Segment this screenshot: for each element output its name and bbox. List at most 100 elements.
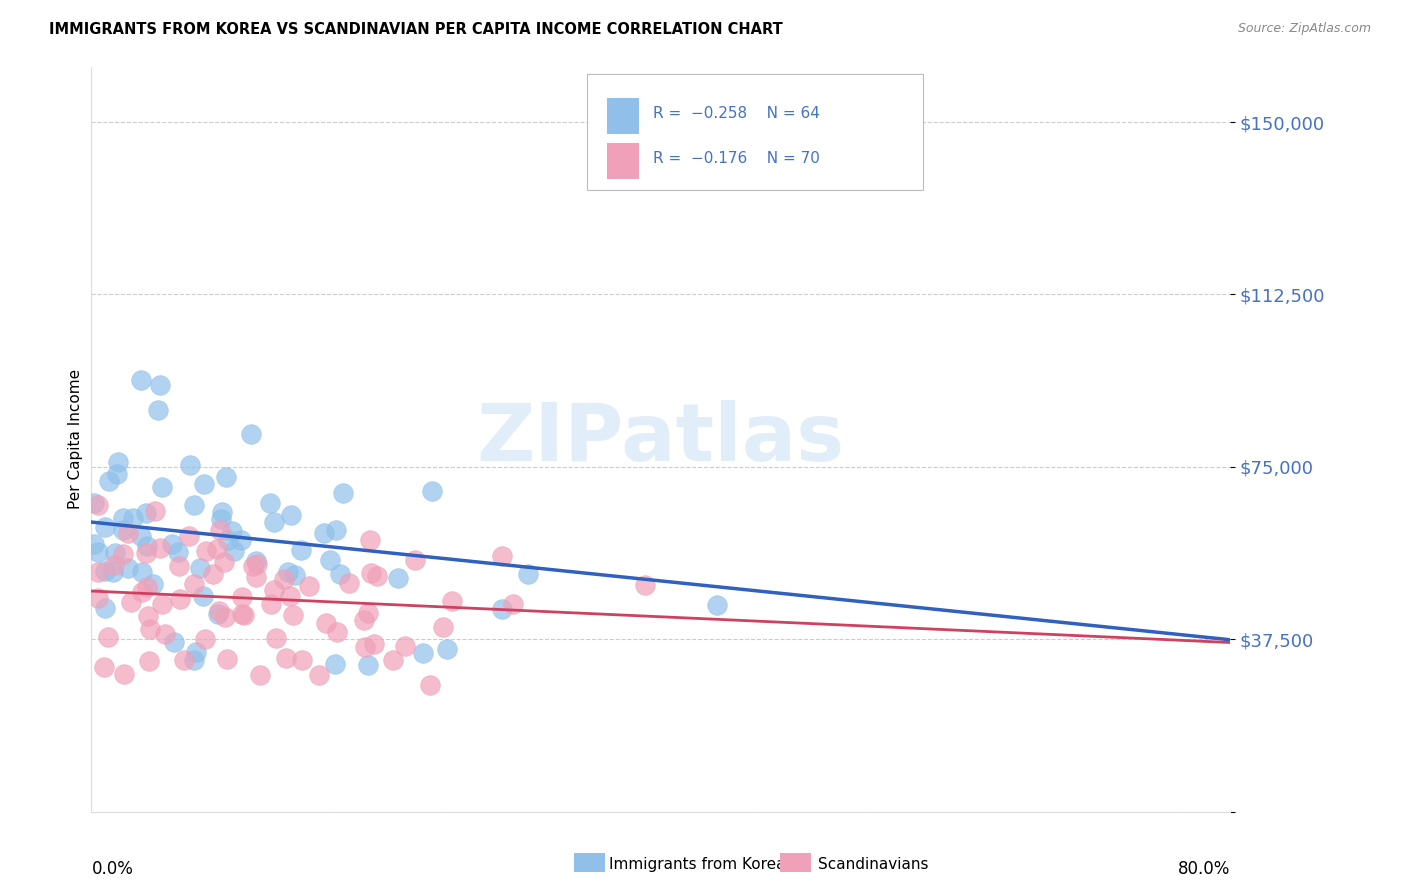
Point <box>491 601 513 615</box>
Point <box>111 511 134 525</box>
Text: 80.0%: 80.0% <box>1178 860 1230 878</box>
Point <box>212 554 235 568</box>
Point <box>224 543 246 558</box>
Point <box>103 558 125 573</box>
Point <box>194 632 217 646</box>
Point <box>264 632 287 646</box>
Point <box>87 566 110 580</box>
Point <box>419 678 441 692</box>
Point <box>150 597 173 611</box>
Point <box>167 545 190 559</box>
Point <box>193 477 215 491</box>
Point <box>209 512 232 526</box>
Point <box>242 558 264 573</box>
Text: 0.0%: 0.0% <box>91 860 134 878</box>
Point <box>359 533 381 547</box>
Point <box>363 637 385 651</box>
Point <box>215 651 238 665</box>
Point <box>432 620 454 634</box>
Point <box>274 651 297 665</box>
Point <box>138 654 160 668</box>
Point <box>412 646 434 660</box>
Point <box>245 569 267 583</box>
Point <box>491 549 513 563</box>
Point <box>191 589 214 603</box>
Bar <box>607 98 640 134</box>
Point <box>205 542 228 557</box>
Point <box>94 520 117 534</box>
Point <box>169 559 191 574</box>
Point <box>221 524 243 539</box>
Point <box>231 591 253 605</box>
Point <box>366 569 388 583</box>
Text: Source: ZipAtlas.com: Source: ZipAtlas.com <box>1237 22 1371 36</box>
Point <box>240 427 263 442</box>
Point <box>186 645 208 659</box>
Point <box>278 589 301 603</box>
Point <box>283 608 305 623</box>
Point <box>356 607 378 621</box>
Point <box>163 634 186 648</box>
Point <box>117 560 139 574</box>
Point <box>207 607 229 621</box>
Point <box>87 591 110 605</box>
Point <box>103 565 125 579</box>
Point <box>111 547 134 561</box>
Point <box>260 597 283 611</box>
Point <box>441 594 464 608</box>
Point <box>177 529 200 543</box>
Point <box>139 622 162 636</box>
Point <box>229 533 252 548</box>
Point <box>183 498 205 512</box>
Point <box>146 403 169 417</box>
Text: R =  −0.258    N = 64: R = −0.258 N = 64 <box>652 106 820 121</box>
Point <box>315 615 337 630</box>
Point <box>308 668 330 682</box>
Point <box>179 458 201 472</box>
Point <box>249 668 271 682</box>
Point <box>325 523 347 537</box>
Point <box>337 575 360 590</box>
Point <box>208 604 231 618</box>
Text: ZIPatlas: ZIPatlas <box>477 401 845 478</box>
Text: R =  −0.176    N = 70: R = −0.176 N = 70 <box>652 151 820 166</box>
Point <box>143 504 166 518</box>
Point <box>217 533 239 548</box>
Point <box>169 592 191 607</box>
Point <box>183 576 205 591</box>
Point <box>107 455 129 469</box>
Point <box>150 480 173 494</box>
Point <box>634 578 657 592</box>
Text: Scandinavians: Scandinavians <box>818 857 929 871</box>
Point <box>332 486 354 500</box>
Point <box>194 544 217 558</box>
Point <box>97 630 120 644</box>
Point <box>263 583 285 598</box>
Point <box>188 560 211 574</box>
Bar <box>607 143 640 178</box>
Point <box>135 580 157 594</box>
Point <box>112 666 135 681</box>
Point <box>129 373 152 387</box>
Point <box>117 525 139 540</box>
Point <box>135 506 157 520</box>
Point <box>131 584 153 599</box>
Point <box>404 553 426 567</box>
FancyBboxPatch shape <box>586 74 922 190</box>
Point <box>215 470 238 484</box>
Point <box>394 640 416 654</box>
Point <box>104 546 127 560</box>
Point <box>131 566 153 580</box>
Point <box>245 554 267 568</box>
Point <box>325 624 347 639</box>
Point <box>233 607 256 622</box>
Point <box>162 537 184 551</box>
Point <box>93 659 115 673</box>
Point <box>259 496 281 510</box>
Point <box>273 572 295 586</box>
Point <box>149 541 172 555</box>
Point <box>87 544 110 558</box>
Point <box>706 599 728 613</box>
Point <box>120 595 142 609</box>
Point <box>329 567 352 582</box>
